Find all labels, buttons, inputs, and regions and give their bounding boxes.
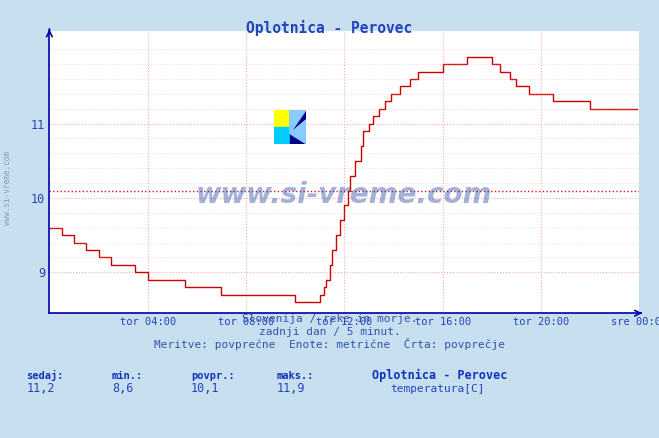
Text: Oplotnica - Perovec: Oplotnica - Perovec: [246, 20, 413, 36]
Polygon shape: [273, 127, 290, 144]
Text: 11,2: 11,2: [26, 382, 55, 395]
Text: Meritve: povprečne  Enote: metrične  Črta: povprečje: Meritve: povprečne Enote: metrične Črta:…: [154, 338, 505, 350]
Text: 11,9: 11,9: [277, 382, 305, 395]
Text: povpr.:: povpr.:: [191, 371, 235, 381]
Text: temperatura[C]: temperatura[C]: [390, 384, 484, 394]
Text: 8,6: 8,6: [112, 382, 133, 395]
Text: 10,1: 10,1: [191, 382, 219, 395]
Polygon shape: [290, 110, 306, 144]
Text: Oplotnica - Perovec: Oplotnica - Perovec: [372, 369, 507, 382]
Text: maks.:: maks.:: [277, 371, 314, 381]
Polygon shape: [273, 110, 290, 127]
Text: min.:: min.:: [112, 371, 143, 381]
Polygon shape: [290, 110, 306, 134]
Text: zadnji dan / 5 minut.: zadnji dan / 5 minut.: [258, 327, 401, 337]
Polygon shape: [290, 120, 306, 144]
Text: www.si-vreme.com: www.si-vreme.com: [196, 180, 492, 208]
Text: sedaj:: sedaj:: [26, 370, 64, 381]
Text: www.si-vreme.com: www.si-vreme.com: [3, 152, 13, 225]
Text: Slovenija / reke in morje.: Slovenija / reke in morje.: [242, 314, 417, 324]
